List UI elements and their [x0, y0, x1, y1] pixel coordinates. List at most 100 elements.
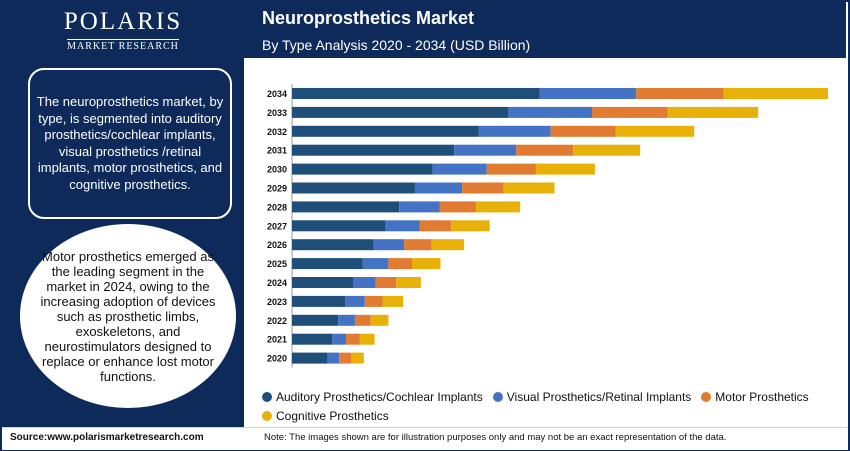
- legend-item: Visual Prosthetics/Retinal Implants: [492, 388, 692, 406]
- legend-item: Cognitive Prosthetics: [262, 407, 389, 425]
- legend-item: Auditory Prosthetics/Cochlear Implants: [262, 388, 483, 406]
- y-tick-label: 2026: [267, 240, 287, 250]
- bar-segment: [573, 144, 641, 156]
- bar-segment: [351, 352, 364, 364]
- bar-segment: [462, 182, 504, 194]
- bar-segment: [636, 88, 724, 99]
- bar-segment: [451, 220, 490, 232]
- title-bar: Neuroprosthetics Market By Type Analysis…: [244, 2, 846, 58]
- bar-segment: [354, 314, 371, 326]
- bar-segment: [292, 314, 339, 326]
- bar-segment: [370, 314, 389, 326]
- y-tick-label: 2032: [267, 127, 287, 137]
- bar-segment: [414, 182, 463, 194]
- y-tick-label: 2023: [267, 297, 287, 307]
- y-tick-label: 2024: [267, 278, 287, 288]
- bar-segment: [338, 314, 355, 326]
- description-box: The neuroprosthetics market, by type, is…: [28, 68, 232, 219]
- bar-segment: [352, 277, 376, 288]
- legend-item: Motor Prosthetics: [701, 388, 809, 406]
- bar-segment: [292, 333, 333, 345]
- y-tick-label: 2034: [267, 89, 287, 99]
- bar-segment: [292, 258, 363, 270]
- bar-segment: [439, 201, 476, 213]
- legend-label: Cognitive Prosthetics: [276, 409, 389, 423]
- bar-segment: [373, 239, 405, 251]
- bar-segment: [508, 106, 592, 118]
- bar-segment: [591, 106, 668, 118]
- legend-dot-icon: [492, 392, 503, 402]
- logo-subtitle: MARKET RESEARCH: [67, 39, 179, 52]
- y-tick-label: 2031: [267, 146, 287, 156]
- bar-segment: [345, 295, 365, 307]
- bar-segment: [503, 182, 555, 194]
- bar-segment: [292, 144, 455, 156]
- bar-segment: [362, 258, 389, 270]
- footer: Source:www.polarismarketresearch.com Not…: [2, 427, 848, 450]
- bar-segment: [550, 125, 616, 137]
- bar-segment: [332, 333, 347, 345]
- y-tick-label: 2021: [267, 335, 287, 345]
- bar-segment: [396, 277, 421, 288]
- chart-legend: Auditory Prosthetics/Cochlear Implants Vi…: [262, 388, 842, 426]
- logo: POLARIS MARKET RESEARCH: [2, 8, 244, 54]
- bar-segment: [292, 220, 386, 232]
- bar-segment: [359, 333, 375, 345]
- bar-segment: [364, 295, 383, 307]
- bar-segment: [339, 352, 352, 364]
- bar-segment: [382, 295, 404, 307]
- bar-segment: [475, 201, 521, 213]
- source-text: Source:www.polarismarketresearch.com: [10, 432, 204, 443]
- y-tick-label: 2030: [267, 165, 287, 175]
- bar-segment: [431, 239, 465, 251]
- bar-segment: [292, 277, 353, 288]
- bar-segment: [346, 333, 360, 345]
- y-tick-label: 2022: [267, 316, 287, 326]
- chart-subtitle: By Type Analysis 2020 - 2034 (USD Billio…: [262, 37, 531, 53]
- bar-segment: [388, 258, 412, 270]
- y-tick-label: 2028: [267, 202, 287, 212]
- bar-segment: [516, 144, 574, 156]
- bar-segment: [292, 295, 346, 307]
- bar-segment: [292, 239, 374, 251]
- y-tick-label: 2020: [267, 354, 287, 364]
- y-tick-label: 2029: [267, 184, 287, 194]
- bar-segment: [399, 201, 440, 213]
- chart-title: Neuroprosthetics Market: [262, 8, 475, 28]
- bar-segment: [535, 163, 595, 175]
- bar-segment: [723, 88, 828, 99]
- logo-name: POLARIS: [63, 8, 183, 35]
- bar-segment: [327, 352, 340, 364]
- bar-segment: [486, 163, 536, 175]
- y-tick-label: 2025: [267, 259, 287, 269]
- bar-segment: [478, 125, 551, 137]
- legend-label: Motor Prosthetics: [715, 390, 809, 404]
- legend-dot-icon: [701, 392, 712, 402]
- y-tick-label: 2033: [267, 108, 287, 118]
- bar-segment: [454, 144, 517, 156]
- bar-segment: [292, 201, 400, 213]
- bar-segment: [667, 106, 759, 118]
- legend-dot-icon: [262, 392, 272, 402]
- bar-segment: [615, 125, 695, 137]
- legend-label: Auditory Prosthetics/Cochlear Implants: [276, 390, 483, 404]
- bar-segment: [404, 239, 432, 251]
- bar-segment: [419, 220, 452, 232]
- bar-segment: [292, 352, 328, 364]
- bar-segment: [539, 88, 637, 99]
- y-tick-label: 2027: [267, 221, 287, 231]
- note-text: Note: The images shown are for illustrat…: [264, 432, 727, 443]
- bar-segment: [411, 258, 441, 270]
- bar-segment: [292, 106, 509, 118]
- highlight-circle: Motor prosthetics emerged as the leading…: [20, 224, 236, 408]
- sidebar: POLARIS MARKET RESEARCH The neuroprosthe…: [2, 2, 244, 427]
- legend-dot-icon: [262, 411, 272, 421]
- bar-segment: [432, 163, 487, 175]
- bar-segment: [375, 277, 397, 288]
- legend-label: Visual Prosthetics/Retinal Implants: [506, 390, 692, 404]
- bar-segment: [292, 88, 540, 99]
- bar-segment: [292, 182, 415, 194]
- bar-segment: [292, 125, 479, 137]
